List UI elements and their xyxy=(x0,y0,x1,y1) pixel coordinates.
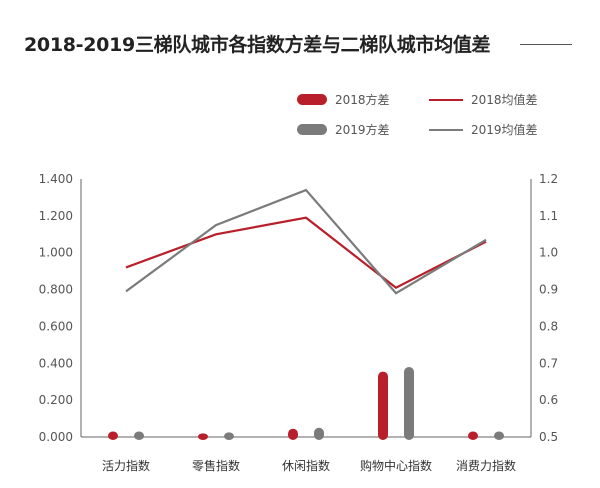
x-category-label: 购物中心指数 xyxy=(360,458,432,473)
bar-2019-variance xyxy=(134,431,144,440)
x-category-label: 活力指数 xyxy=(102,458,150,473)
y-right-tick-label: 1.1 xyxy=(539,209,558,223)
y-right-tick-label: 0.9 xyxy=(539,283,558,297)
y-left-tick-label: 1.000 xyxy=(39,246,73,260)
legend-item-2019-variance: 2019方差 xyxy=(297,121,390,138)
y-right-tick-label: 0.7 xyxy=(539,356,558,370)
y-left-tick-label: 0.400 xyxy=(39,356,73,370)
y-right-tick-label: 0.6 xyxy=(539,393,558,407)
bar-2018-variance xyxy=(468,431,478,440)
x-category-label: 消费力指数 xyxy=(456,458,516,473)
legend-swatch-2018-mean-diff xyxy=(429,98,463,101)
y-left-tick-label: 0.800 xyxy=(39,283,73,297)
legend-label-2019-mean-diff: 2019均值差 xyxy=(471,123,538,137)
bar-2018-variance xyxy=(288,428,298,440)
legend-item-2018-mean-diff: 2018均值差 xyxy=(429,91,538,108)
x-category-label: 休闲指数 xyxy=(282,458,330,473)
bar-2018-variance xyxy=(198,433,208,440)
legend-swatch-2018-variance xyxy=(297,94,327,105)
y-right-tick-label: 1.0 xyxy=(539,246,558,260)
y-right-tick-label: 0.8 xyxy=(539,319,558,333)
bar-2018-variance xyxy=(108,431,118,440)
legend-label-2018-variance: 2018方差 xyxy=(335,93,390,107)
chart-title: 2018-2019三梯队城市各指数方差与二梯队城市均值差 xyxy=(24,34,491,56)
y-right-tick-label: 1.2 xyxy=(539,172,558,186)
title-rule xyxy=(520,44,572,45)
bar-2018-variance xyxy=(378,371,388,440)
legend-label-2019-variance: 2019方差 xyxy=(335,123,390,137)
x-category-label: 零售指数 xyxy=(192,458,240,473)
bar-2019-variance xyxy=(224,432,234,440)
legend-swatch-2019-variance xyxy=(297,124,327,135)
legend-item-2018-variance: 2018方差 xyxy=(297,91,390,108)
y-left-tick-label: 0.200 xyxy=(39,393,73,407)
y-left-tick-label: 1.200 xyxy=(39,209,73,223)
bar-2019-variance xyxy=(404,366,414,440)
bar-2019-variance xyxy=(314,427,324,440)
legend-label-2018-mean-diff: 2018均值差 xyxy=(471,93,538,107)
line-2018-mean-diff xyxy=(125,216,487,290)
y-left-tick-label: 0.600 xyxy=(39,319,73,333)
legend-swatch-2019-mean-diff xyxy=(429,128,463,131)
y-left-tick-label: 1.400 xyxy=(39,172,73,186)
line-2019-mean-diff xyxy=(125,188,487,295)
bar-2019-variance xyxy=(494,431,504,440)
y-right-tick-label: 0.5 xyxy=(539,430,558,444)
legend-item-2019-mean-diff: 2019均值差 xyxy=(429,121,538,138)
y-left-tick-label: 0.000 xyxy=(39,430,73,444)
